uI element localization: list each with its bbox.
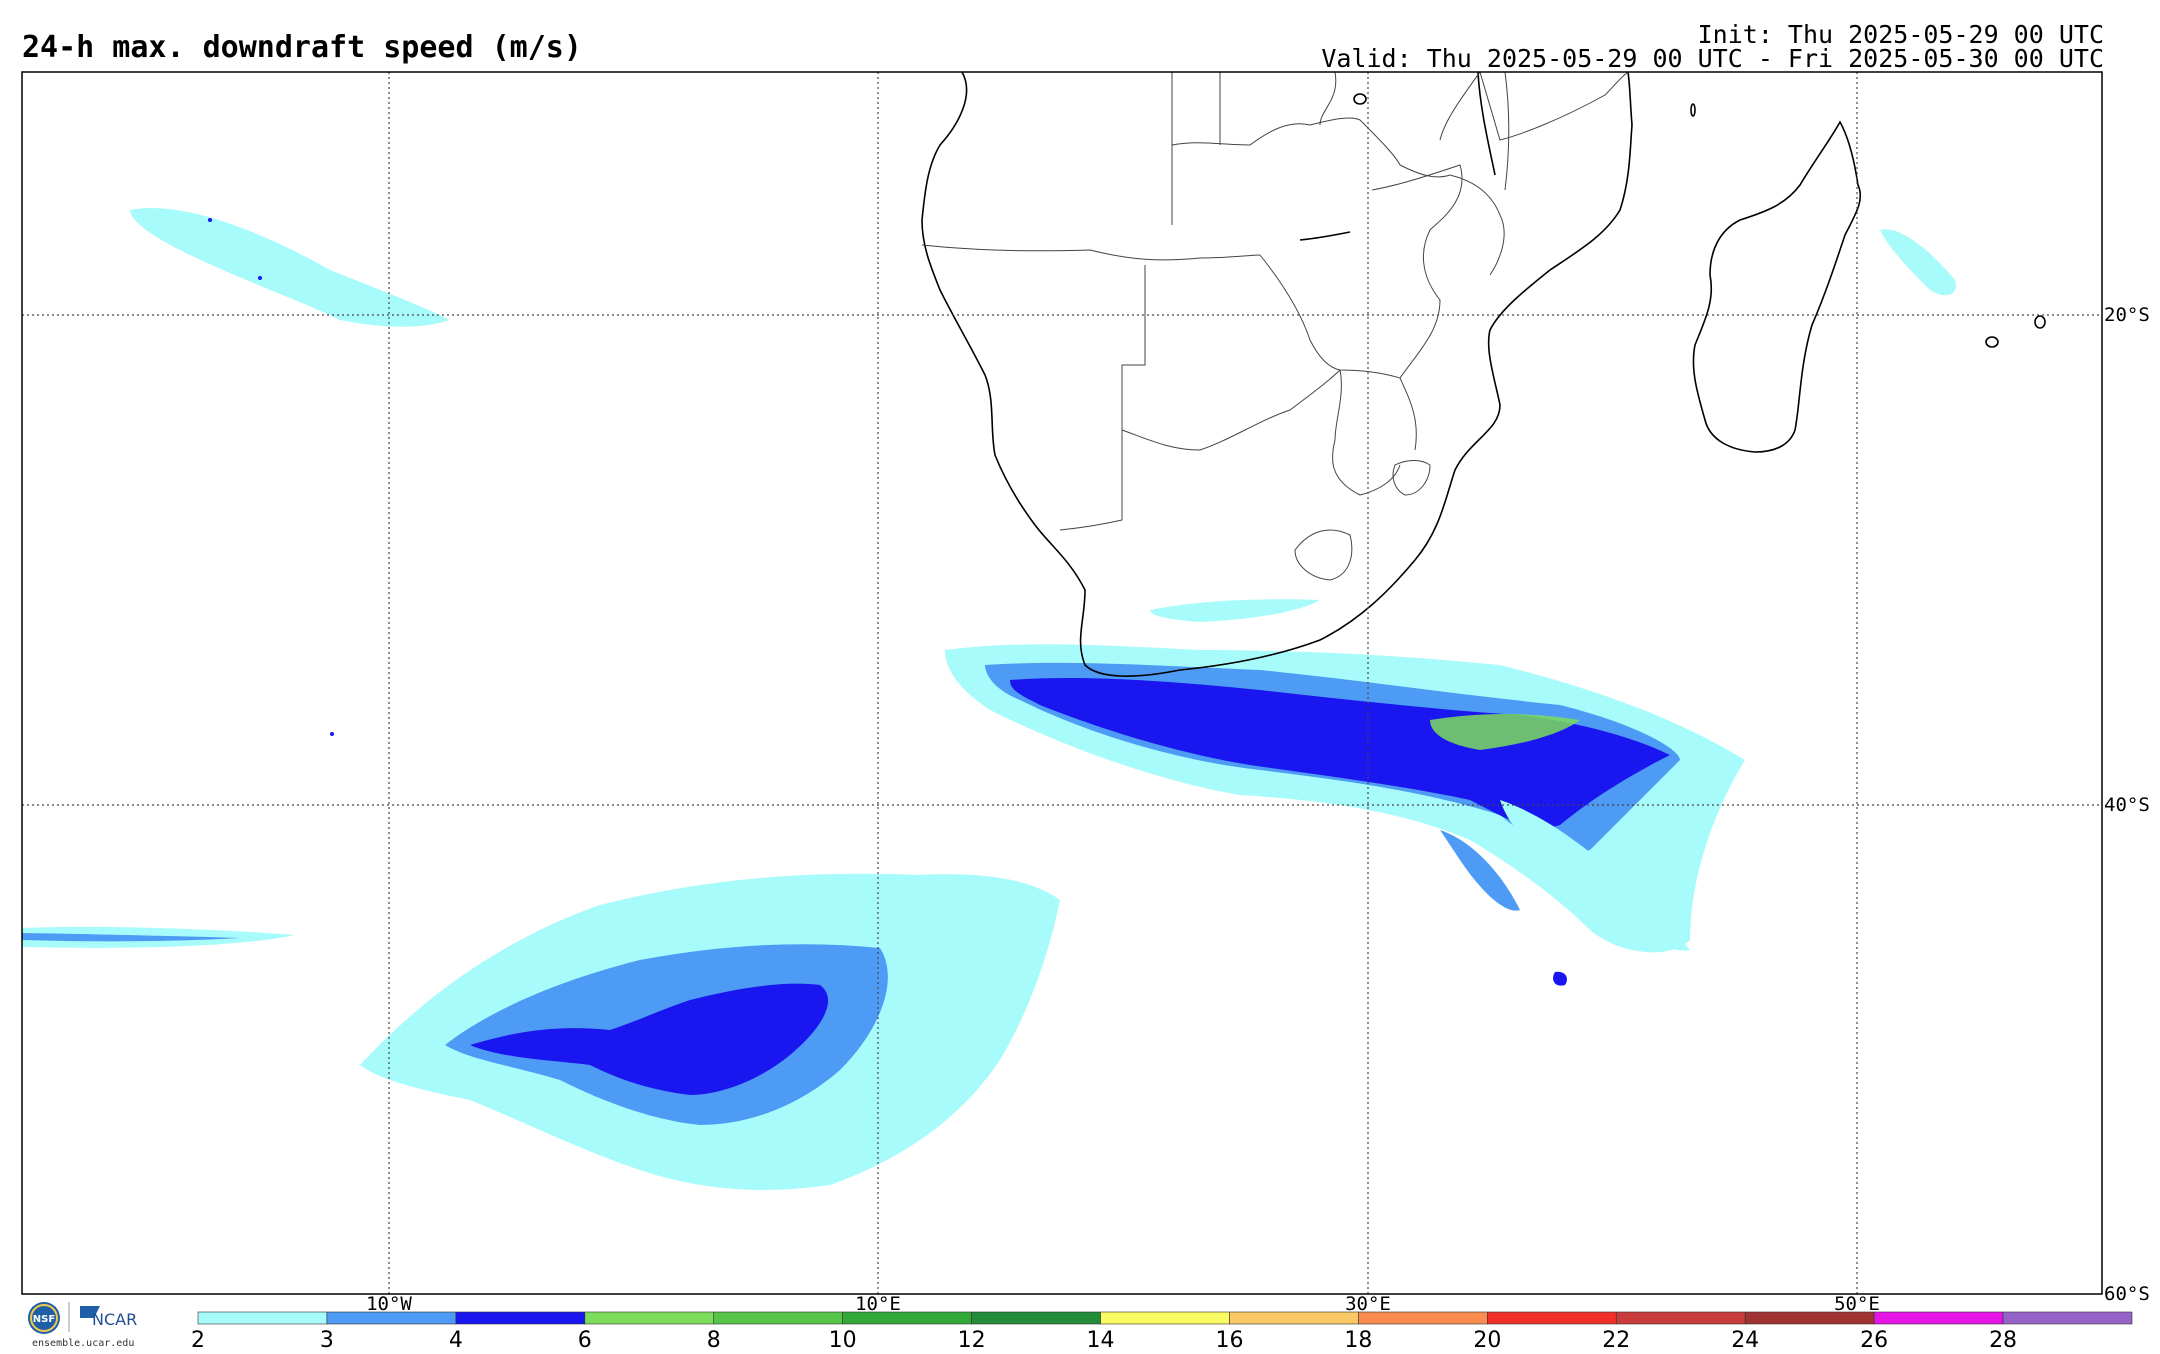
colorbar-swatch [842,1311,972,1325]
colorbar-tick-label: 16 [1215,1328,1243,1353]
lat-label-60s: 60°S [2104,1283,2150,1305]
colorbar-swatch [455,1311,586,1325]
island-3 [1690,103,1696,117]
colorbar-swatch [584,1311,715,1325]
field-plume-south [1440,830,1520,911]
field-east-scatter [1880,229,1956,296]
colorbar-swatch [1487,1311,1617,1325]
ncar-logo: NCAR [80,1306,137,1329]
colorbar-swatch [971,1311,1101,1325]
nsf-logo: NSF [28,1302,60,1334]
colorbar-swatch [326,1311,457,1325]
colorbar-tick-label: 8 [707,1328,721,1353]
africa-coast [921,72,1633,677]
colorbar-tick-label: 6 [578,1328,592,1353]
lon-label-10w: 10°W [366,1293,412,1315]
lon-label-10e: 10°E [855,1293,901,1315]
country-borders [921,72,1629,581]
lat-label-20s: 20°S [2104,304,2150,326]
colorbar-swatch [1358,1311,1488,1325]
colorbar-swatch [1873,1311,2004,1325]
island-1 [1985,336,1999,348]
colorbar: 2 3 4 6 8 10 12 14 16 18 20 22 24 26 28 [191,1311,2133,1353]
field-sw-dark [470,983,829,1095]
colorbar-swatch [1744,1311,1875,1325]
colorbar-tick-label: 3 [320,1328,334,1353]
site-url: ensemble.ucar.edu [32,1338,134,1349]
map-frame [21,71,2103,1295]
colorbar-swatch [1100,1311,1230,1325]
field-coast-cells [1150,599,1320,622]
lake-victoria-part [1353,93,1367,105]
colorbar-tick-label: 4 [449,1328,463,1353]
colorbar-tick-label: 22 [1602,1328,1630,1353]
colorbar-tick-label: 26 [1860,1328,1888,1353]
colorbar-tick-label: 10 [829,1328,857,1353]
lon-label-30e: 30°E [1345,1293,1391,1315]
nsf-logo-text: NSF [33,1314,55,1325]
island-2 [2034,315,2046,329]
lat-label-40s: 40°S [2104,794,2150,816]
colorbar-tick-label: 14 [1087,1328,1115,1353]
lake-kariba [1299,231,1351,241]
field-west-strip-dark [22,933,240,942]
colorbar-swatch [1229,1311,1359,1325]
coastlines [921,72,2046,677]
colorbar-swatch [2002,1311,2133,1325]
ncar-logo-text: NCAR [92,1310,137,1329]
colorbar-swatch [197,1311,328,1325]
downdraft-field [22,208,1956,1190]
lake-malawi [1477,72,1496,176]
colorbar-tick-label: 12 [958,1328,986,1353]
lon-label-50e: 50°E [1834,1293,1880,1315]
valid-time-range: Valid: Thu 2025-05-29 00 UTC - Fri 2025-… [1321,44,2104,73]
colorbar-swatch [713,1311,843,1325]
colorbar-tick-label: 20 [1473,1328,1501,1353]
map-title: 24-h max. downdraft speed (m/s) [22,30,582,65]
colorbar-tick-label: 18 [1344,1328,1372,1353]
colorbar-tick-label: 24 [1731,1328,1759,1353]
field-plume-south-light [1500,800,1690,951]
madagascar-coast [1692,120,1862,453]
field-nw-dot-2 [258,276,262,280]
field-small-blob [1553,971,1567,986]
colorbar-tick-label: 2 [191,1328,205,1353]
colorbar-tick-label: 28 [1989,1328,2017,1353]
field-green-cells [1430,714,1580,750]
field-nw-dot-1 [208,218,212,222]
field-isolated-dot [330,732,334,736]
colorbar-swatch [1615,1311,1746,1325]
field-nw-scatter [130,208,450,327]
init-time: Init: Thu 2025-05-29 00 UTC [1697,20,2104,49]
graticule [22,72,2102,1294]
